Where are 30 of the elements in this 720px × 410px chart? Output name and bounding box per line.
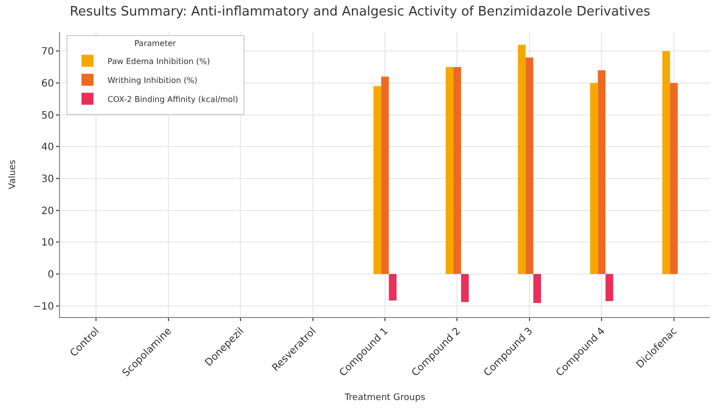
bar — [533, 274, 541, 303]
bar — [373, 86, 382, 274]
y-tick-label: 0 — [48, 270, 54, 281]
bar — [590, 82, 598, 274]
y-tick-label: −10 — [32, 301, 54, 312]
bar — [446, 67, 454, 274]
legend-title: Parameter — [134, 39, 177, 48]
bar — [670, 82, 678, 274]
y-tick-label: 60 — [41, 78, 54, 90]
legend-label: Paw Edema Inhibition (%) — [108, 56, 210, 66]
bar — [518, 44, 526, 274]
y-tick-label: 30 — [41, 174, 54, 185]
y-axis-title: Values — [8, 159, 18, 190]
y-tick-label: 70 — [41, 46, 54, 58]
y-tick-label: 20 — [41, 206, 54, 217]
bar — [381, 76, 389, 274]
legend-label: COX-2 Binding Affinity (kcal/mol) — [108, 94, 238, 104]
bar — [388, 274, 397, 300]
y-tick-label: 40 — [41, 142, 54, 154]
y-tick-label: 10 — [41, 238, 54, 249]
bar — [526, 57, 534, 274]
bar — [662, 51, 670, 274]
x-axis-title: Treatment Groups — [344, 392, 426, 403]
bar — [606, 274, 614, 302]
bar — [453, 67, 462, 274]
bar — [598, 70, 606, 274]
bar — [461, 274, 469, 302]
y-tick-label: 50 — [41, 110, 54, 122]
chart-title: Results Summary: Anti-inflammatory and Analgesic Activity of Benzimidazole Derivatives — [70, 4, 650, 20]
legend-label: Writhing Inhibition (%) — [108, 76, 198, 85]
